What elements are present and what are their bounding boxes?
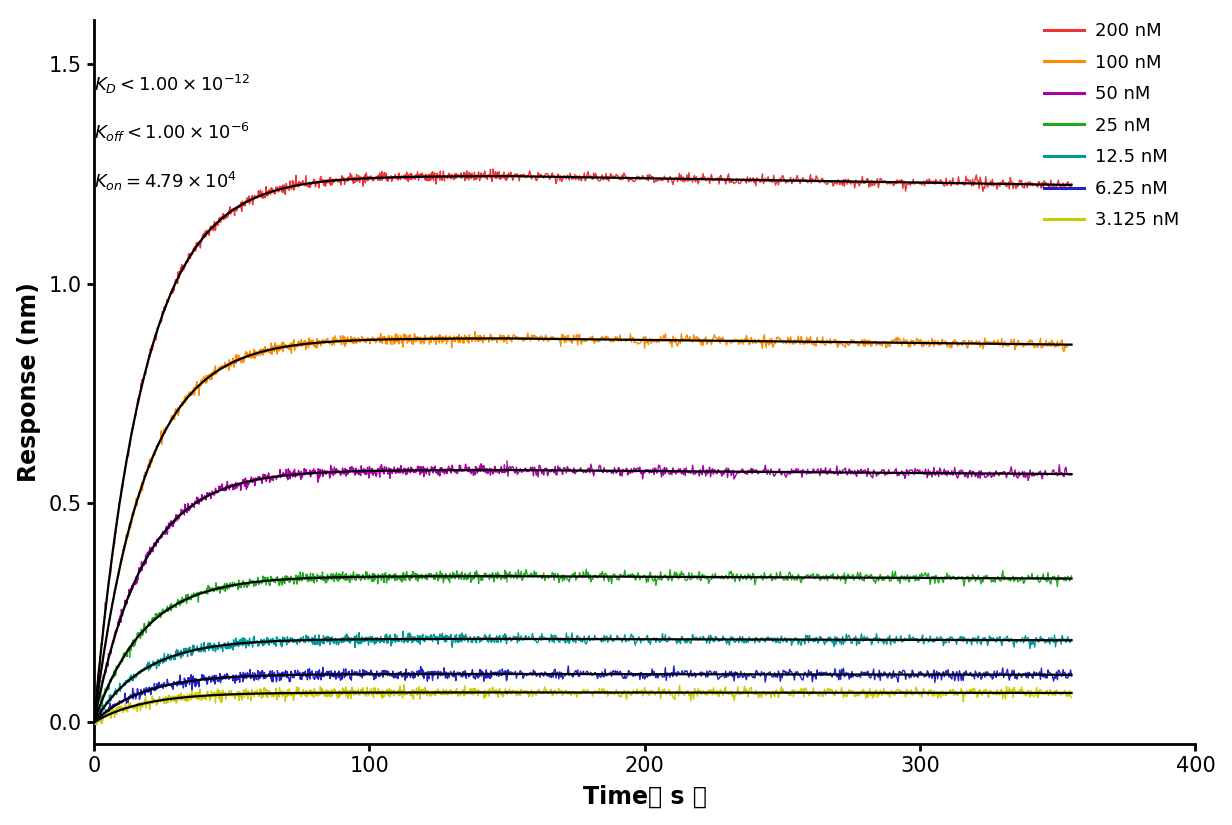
12.5 nM — [877, 636, 892, 646]
200 nM — [600, 172, 615, 182]
25 nM — [925, 574, 940, 584]
3.125 nM — [833, 688, 848, 698]
200 nM — [877, 176, 892, 186]
6.25 nM — [500, 674, 515, 684]
200 nM — [646, 172, 660, 182]
12.5 nM — [600, 638, 615, 648]
Line: 200 nM: 200 nM — [508, 171, 1072, 191]
25 nM — [1064, 571, 1079, 581]
3.125 nM — [600, 686, 615, 695]
50 nM — [755, 468, 770, 478]
200 nM — [522, 166, 537, 176]
50 nM — [600, 467, 615, 477]
6.25 nM — [644, 664, 659, 674]
100 nM — [600, 332, 615, 342]
12.5 nM — [1023, 644, 1037, 653]
6.25 nM — [667, 661, 681, 671]
Line: 25 nM: 25 nM — [508, 569, 1072, 587]
25 nM — [877, 574, 892, 584]
200 nM — [976, 186, 991, 196]
Text: $K_{off}$$<1.00\times10^{-6}$: $K_{off}$$<1.00\times10^{-6}$ — [94, 121, 250, 144]
25 nM — [756, 574, 771, 584]
25 nM — [600, 573, 615, 583]
50 nM — [877, 464, 892, 474]
50 nM — [644, 467, 659, 477]
12.5 nM — [925, 637, 940, 647]
3.125 nM — [925, 691, 940, 701]
6.25 nM — [1064, 672, 1079, 681]
50 nM — [925, 472, 940, 482]
12.5 nM — [511, 628, 526, 638]
3.125 nM — [877, 689, 892, 699]
100 nM — [925, 336, 940, 346]
100 nM — [833, 337, 848, 346]
12.5 nM — [756, 634, 771, 644]
50 nM — [1064, 470, 1079, 480]
3.125 nM — [673, 681, 687, 691]
Line: 50 nM: 50 nM — [508, 461, 1072, 480]
3.125 nM — [756, 686, 771, 696]
3.125 nM — [644, 686, 659, 695]
Y-axis label: Response (nm): Response (nm) — [17, 282, 41, 482]
200 nM — [500, 174, 515, 184]
6.25 nM — [756, 669, 771, 679]
3.125 nM — [956, 697, 971, 707]
50 nM — [1021, 475, 1036, 485]
6.25 nM — [877, 667, 892, 677]
Line: 100 nM: 100 nM — [508, 333, 1072, 351]
X-axis label: Time（ s ）: Time（ s ） — [583, 785, 707, 808]
50 nM — [500, 456, 515, 466]
Text: $K_{on}$$=4.79\times10^{4}$: $K_{on}$$=4.79\times10^{4}$ — [94, 169, 238, 192]
Text: $K_D$$<1.00\times10^{-12}$: $K_D$$<1.00\times10^{-12}$ — [94, 73, 250, 96]
100 nM — [877, 337, 892, 346]
25 nM — [833, 576, 848, 586]
25 nM — [1050, 582, 1064, 592]
100 nM — [500, 334, 515, 344]
25 nM — [579, 564, 594, 574]
6.25 nM — [928, 677, 942, 687]
6.25 nM — [833, 674, 848, 684]
100 nM — [1057, 346, 1072, 356]
100 nM — [646, 337, 660, 346]
25 nM — [500, 570, 515, 580]
12.5 nM — [500, 634, 515, 644]
6.25 nM — [925, 670, 940, 680]
200 nM — [833, 178, 848, 188]
12.5 nM — [646, 634, 660, 644]
200 nM — [925, 178, 940, 188]
12.5 nM — [833, 637, 848, 647]
Line: 12.5 nM: 12.5 nM — [508, 633, 1072, 648]
Line: 3.125 nM: 3.125 nM — [508, 686, 1072, 702]
50 nM — [833, 465, 848, 475]
3.125 nM — [500, 688, 515, 698]
25 nM — [646, 576, 660, 586]
3.125 nM — [1064, 692, 1079, 702]
200 nM — [1064, 179, 1079, 189]
12.5 nM — [1064, 634, 1079, 644]
Line: 6.25 nM: 6.25 nM — [508, 666, 1072, 682]
Legend: 200 nM, 100 nM, 50 nM, 25 nM, 12.5 nM, 6.25 nM, 3.125 nM: 200 nM, 100 nM, 50 nM, 25 nM, 12.5 nM, 6… — [1037, 15, 1186, 237]
100 nM — [520, 328, 535, 338]
100 nM — [1064, 340, 1079, 350]
6.25 nM — [600, 671, 615, 681]
100 nM — [756, 334, 771, 344]
200 nM — [756, 179, 771, 189]
